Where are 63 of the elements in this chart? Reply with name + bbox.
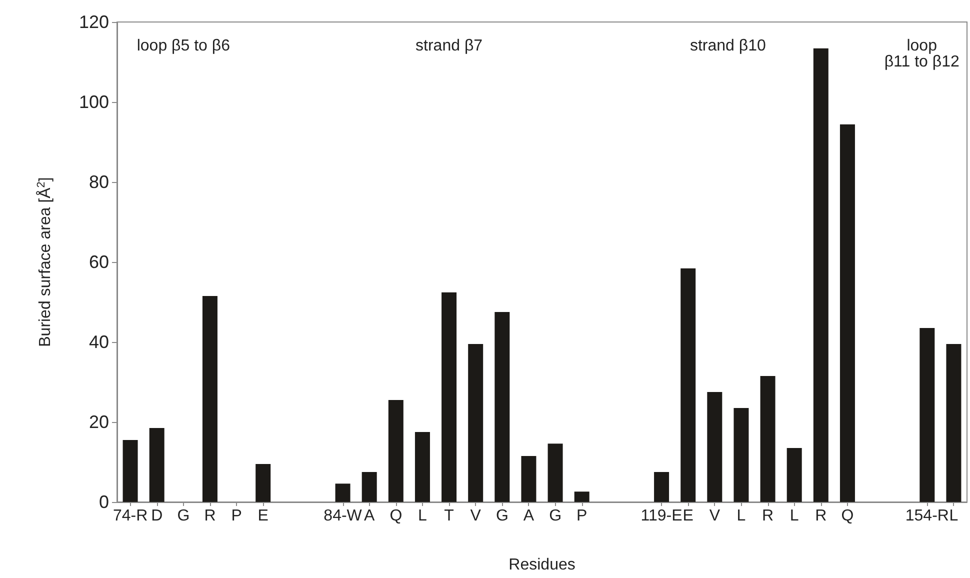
bar bbox=[680, 268, 696, 502]
x-tick-label: Q bbox=[390, 508, 402, 524]
bar bbox=[149, 428, 164, 502]
y-tick-label: 80 bbox=[88, 172, 109, 192]
y-axis-title: Buried surface area [Å2] bbox=[36, 177, 54, 347]
bar bbox=[813, 48, 828, 502]
x-tick-label: V bbox=[470, 508, 482, 524]
y-tick-label: 120 bbox=[78, 12, 109, 32]
y-tick-label: 40 bbox=[88, 332, 109, 352]
bar bbox=[442, 292, 457, 502]
x-tick-label: 154-R bbox=[905, 508, 949, 524]
x-tick-label: P bbox=[231, 508, 242, 524]
bar bbox=[574, 492, 590, 502]
x-tick-label: R bbox=[815, 508, 827, 524]
x-tick-label: 119-E bbox=[640, 508, 682, 524]
bar bbox=[388, 400, 404, 502]
y-tick-label: 60 bbox=[88, 252, 109, 272]
x-tick-label: P bbox=[576, 508, 588, 524]
x-tick-label: D bbox=[151, 508, 163, 524]
bar bbox=[414, 432, 430, 502]
bar bbox=[946, 344, 962, 502]
bar bbox=[734, 408, 749, 502]
x-tick-label: A bbox=[364, 508, 376, 524]
bar bbox=[202, 296, 218, 502]
x-axis-title: Residues bbox=[508, 556, 576, 574]
x-tick-label: T bbox=[444, 508, 454, 524]
bar bbox=[654, 472, 670, 502]
x-tick-label: L bbox=[790, 508, 799, 524]
y-tick-label: 0 bbox=[98, 492, 109, 512]
x-tick-label: Q bbox=[841, 508, 854, 524]
x-tick-label: R bbox=[204, 508, 216, 524]
bar bbox=[786, 448, 802, 502]
bar bbox=[521, 456, 536, 502]
bar bbox=[920, 328, 935, 502]
bar bbox=[760, 376, 776, 502]
x-tick-label: G bbox=[177, 508, 190, 524]
y-tick-label: 20 bbox=[88, 412, 109, 432]
annotation: loop β11 to β12 bbox=[884, 38, 960, 70]
bar bbox=[548, 444, 563, 502]
x-tick-label: V bbox=[709, 508, 720, 524]
x-tick-label: L bbox=[736, 508, 746, 524]
bar bbox=[468, 344, 484, 502]
bar bbox=[122, 440, 138, 502]
x-tick-label: R bbox=[762, 508, 774, 524]
bar bbox=[256, 464, 271, 502]
bar bbox=[840, 124, 855, 502]
annotation: loop β5 to β6 bbox=[136, 38, 230, 54]
annotation: strand β10 bbox=[690, 38, 766, 54]
bar bbox=[494, 312, 510, 502]
x-tick-label: A bbox=[523, 508, 534, 524]
x-tick-label: G bbox=[496, 508, 508, 524]
x-tick-label: 74-R bbox=[112, 508, 148, 524]
x-tick-label: L bbox=[418, 508, 428, 524]
bar bbox=[335, 484, 350, 502]
x-tick-label: E bbox=[682, 508, 694, 524]
y-tick-label: 100 bbox=[78, 92, 109, 112]
annotation: strand β7 bbox=[416, 38, 483, 54]
x-tick-label: L bbox=[949, 508, 958, 524]
bar bbox=[707, 392, 722, 502]
x-tick-label: G bbox=[549, 508, 562, 524]
bar bbox=[362, 472, 377, 502]
x-tick-label: 84-W bbox=[324, 508, 363, 524]
x-tick-label: E bbox=[258, 508, 268, 524]
